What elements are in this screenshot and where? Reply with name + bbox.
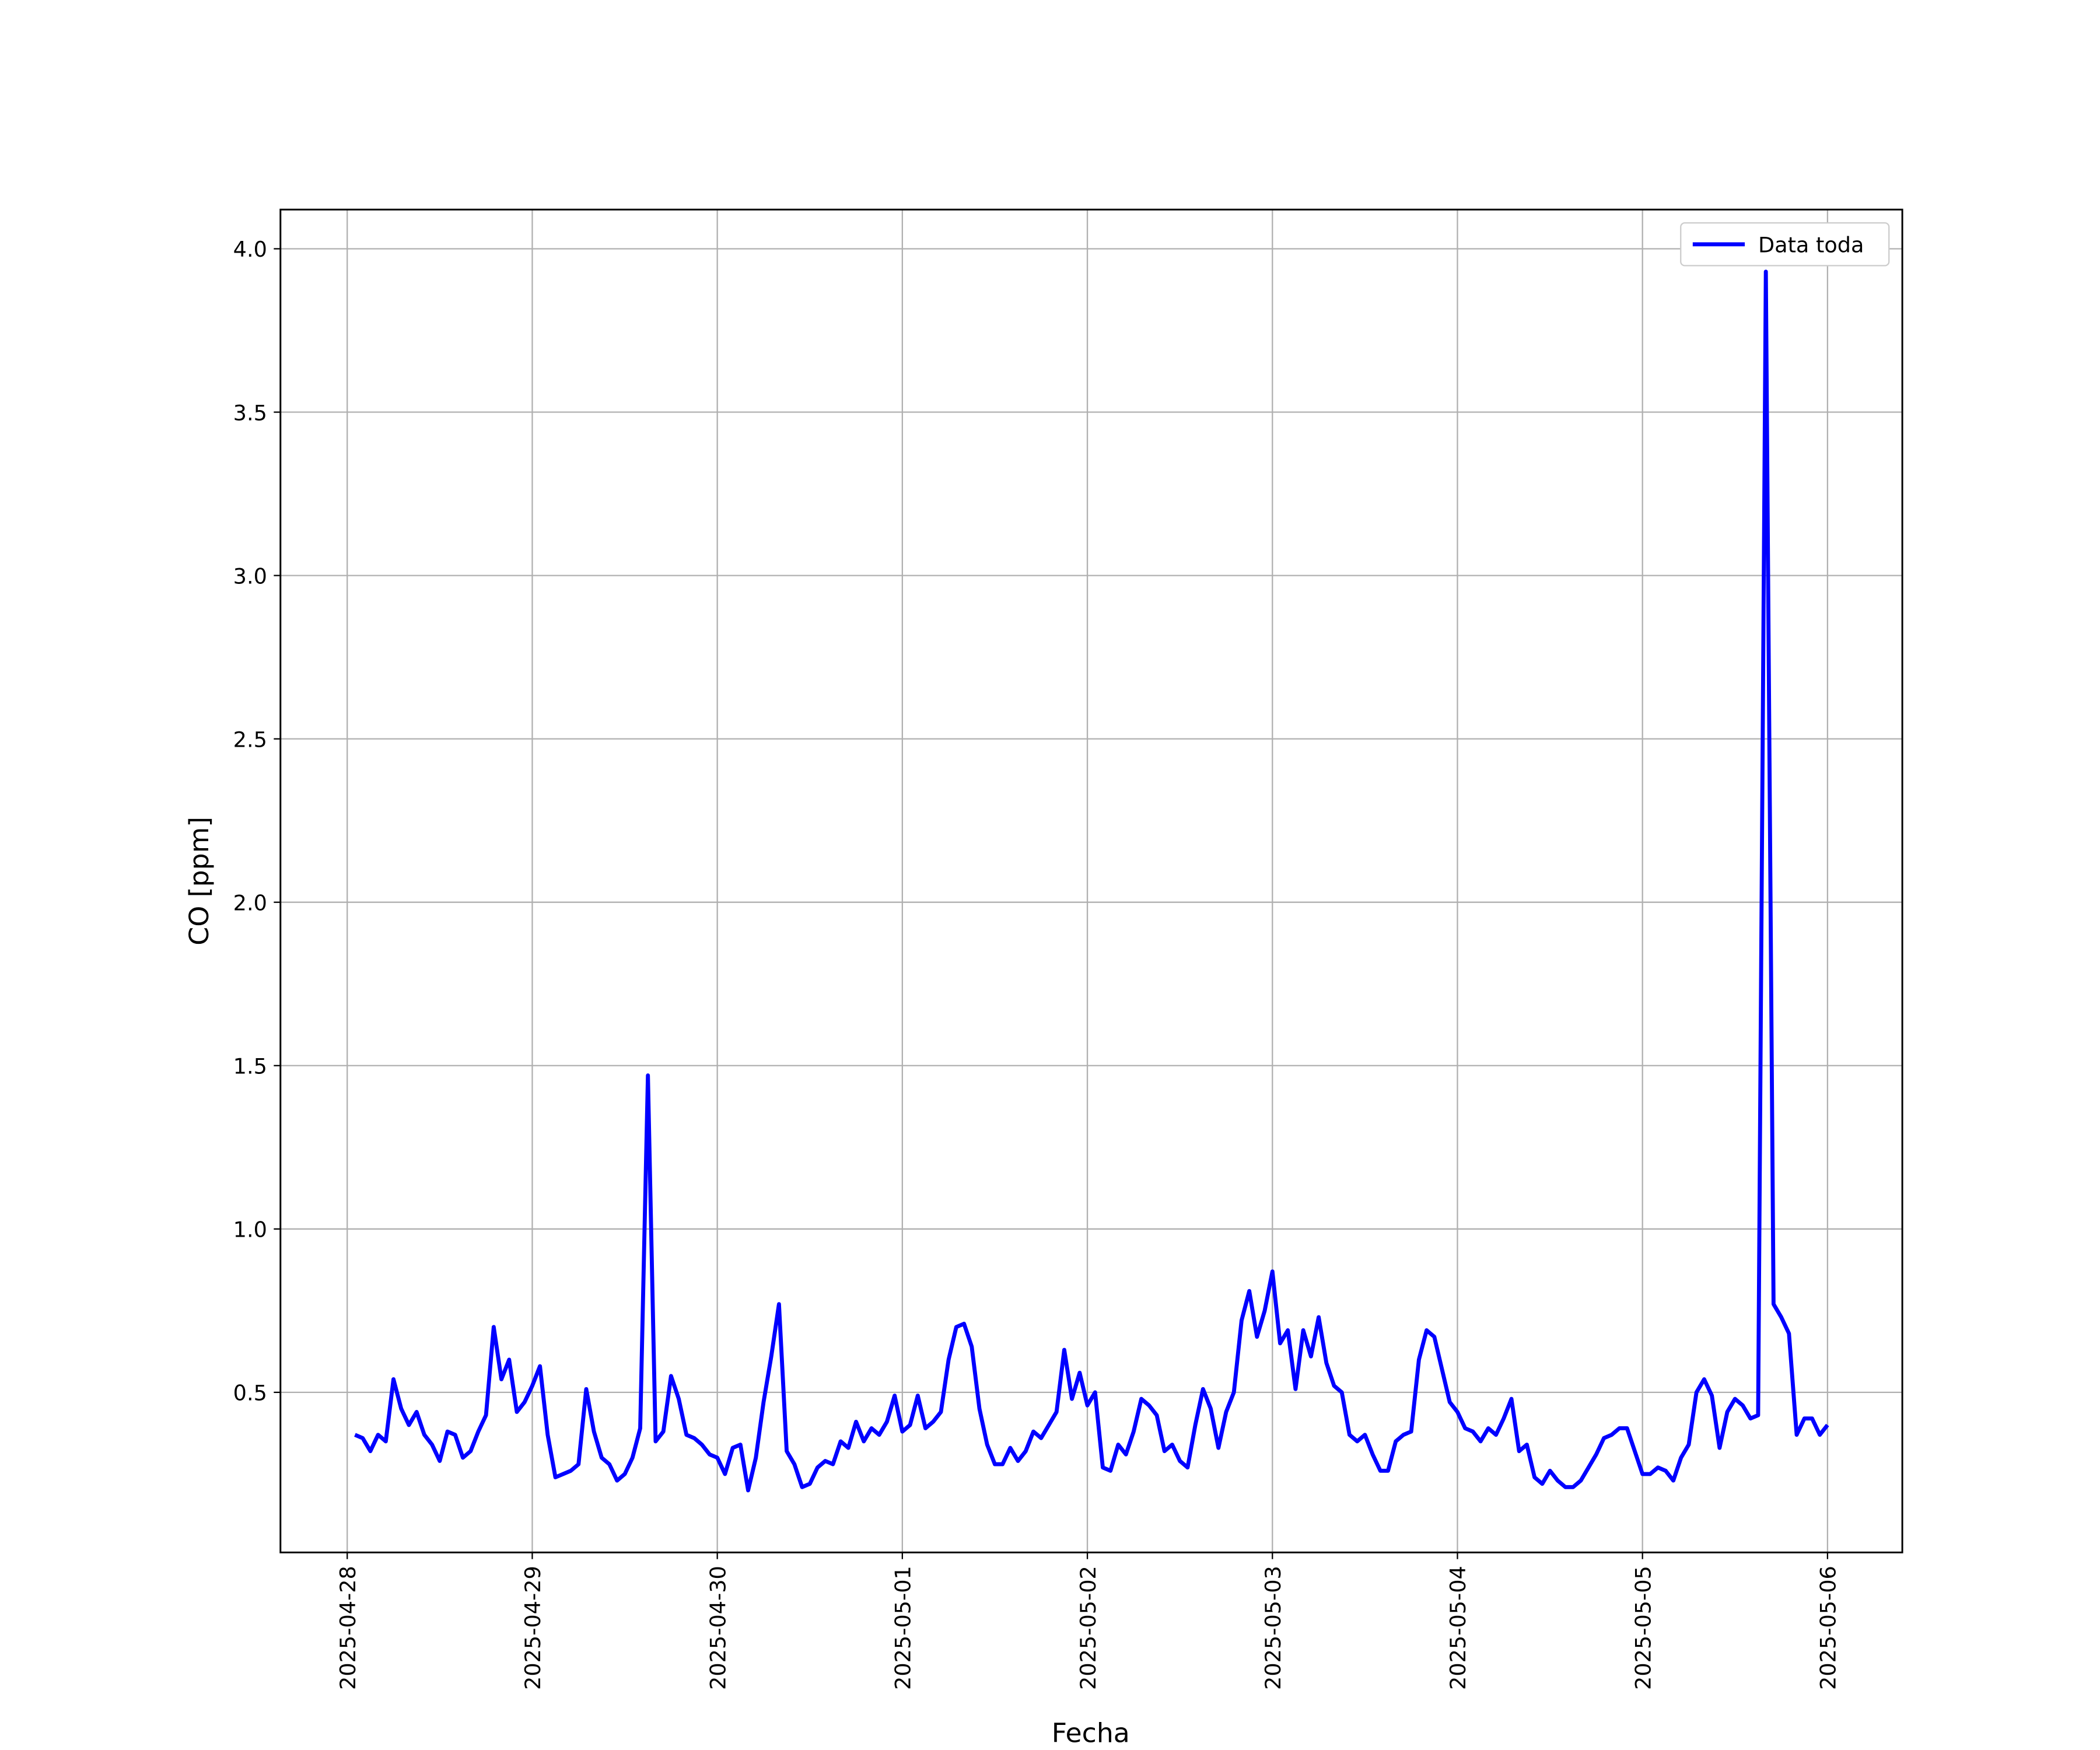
x-tick-label: 2025-05-06 bbox=[1816, 1566, 1841, 1690]
x-axis-label: Fecha bbox=[1052, 1717, 1130, 1748]
x-tick-label: 2025-05-03 bbox=[1261, 1566, 1286, 1690]
legend-box bbox=[1680, 222, 1890, 267]
legend-label: Data toda bbox=[1758, 232, 1864, 257]
data-line bbox=[354, 270, 1829, 1493]
legend: Data toda bbox=[1680, 222, 1890, 267]
y-tick-label: 1.0 bbox=[233, 1217, 267, 1242]
y-tick-label: 2.0 bbox=[233, 890, 267, 915]
y-tick-label: 2.5 bbox=[233, 727, 267, 752]
y-tick-label: 3.0 bbox=[233, 564, 267, 589]
y-axis-label: CO [ppm] bbox=[184, 817, 215, 946]
x-tick-label: 2025-05-02 bbox=[1076, 1566, 1101, 1690]
y-tick-label: 0.5 bbox=[233, 1381, 267, 1406]
x-tick-label: 2025-05-05 bbox=[1630, 1566, 1656, 1690]
x-tick-label: 2025-04-29 bbox=[520, 1566, 545, 1690]
x-tick-label: 2025-05-04 bbox=[1446, 1566, 1471, 1690]
x-tick-label: 2025-04-30 bbox=[705, 1566, 730, 1690]
background bbox=[19, 0, 2081, 1750]
x-tick-label: 2025-05-01 bbox=[891, 1566, 916, 1690]
plot-frame bbox=[279, 208, 1903, 1553]
y-tick-label: 3.5 bbox=[233, 400, 267, 425]
x-tick-label: 2025-04-28 bbox=[335, 1566, 360, 1690]
y-tick-label: 4.0 bbox=[233, 237, 267, 262]
y-tick-label: 1.5 bbox=[233, 1054, 267, 1079]
